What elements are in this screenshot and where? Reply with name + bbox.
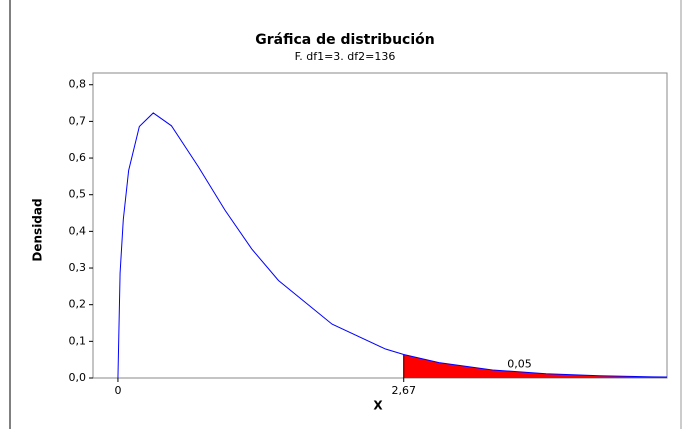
y-tick-label: 0,2 xyxy=(69,298,87,311)
plot-area xyxy=(92,72,668,379)
y-tick-label: 0,6 xyxy=(69,151,87,164)
y-axis-title: Densidad xyxy=(31,198,45,261)
shaded-area-label: 0,05 xyxy=(507,357,532,370)
y-tick-label: 0,8 xyxy=(69,78,87,91)
chart-subtitle: F. df1=3. df2=136 xyxy=(295,50,396,63)
y-tick-label: 0,7 xyxy=(69,114,87,127)
density-line xyxy=(117,112,668,379)
shaded-area xyxy=(403,354,667,378)
y-tick-label: 0,5 xyxy=(69,188,87,201)
x-axis-title: X xyxy=(373,399,383,413)
y-tick-label: 0,4 xyxy=(69,224,87,237)
chart-title: Gráfica de distribución xyxy=(255,32,434,48)
y-tick-label: 0,1 xyxy=(69,334,87,347)
x-tick-label: 0 xyxy=(114,384,121,397)
y-tick-label: 0,0 xyxy=(69,371,87,384)
x-tick-label: 2,67 xyxy=(391,384,416,397)
y-tick-label: 0,3 xyxy=(69,261,87,274)
